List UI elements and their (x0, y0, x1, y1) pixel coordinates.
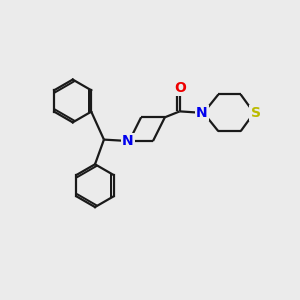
Text: N: N (122, 134, 134, 148)
Text: O: O (174, 81, 186, 94)
Text: S: S (250, 106, 260, 120)
Text: N: N (196, 106, 208, 120)
